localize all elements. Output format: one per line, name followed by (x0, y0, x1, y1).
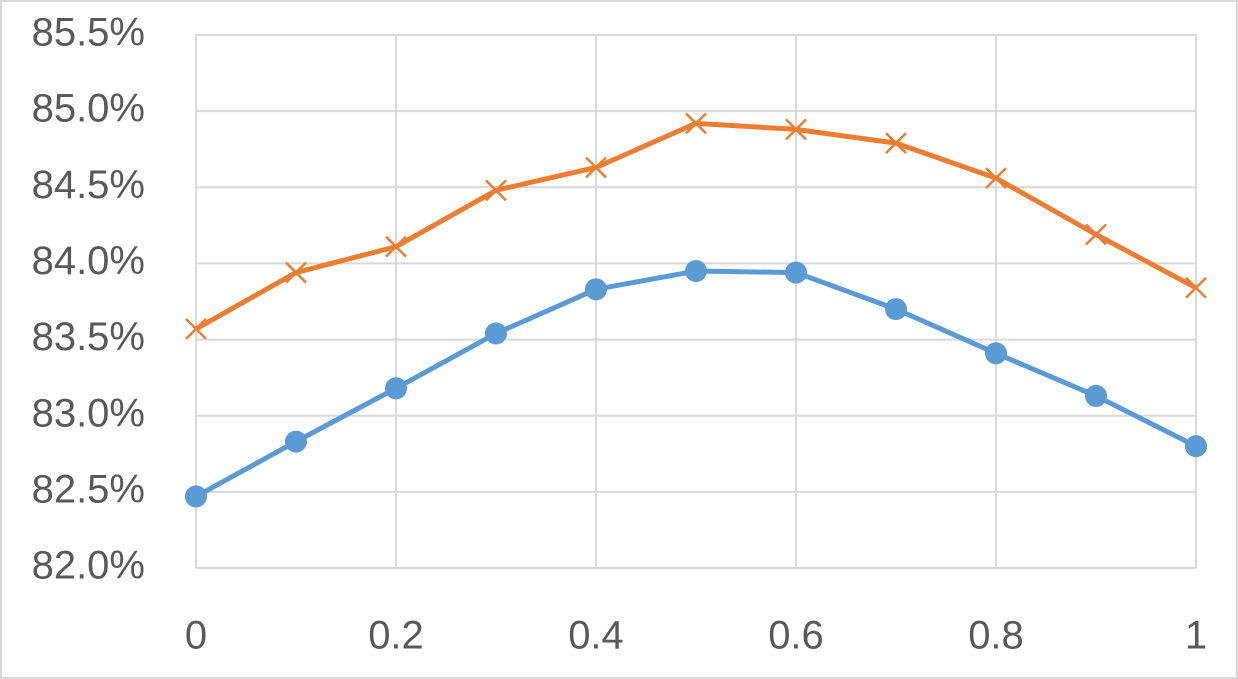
y-tick-label: 84.5% (32, 163, 145, 207)
marker (585, 156, 607, 179)
marker (685, 112, 707, 135)
marker (185, 318, 207, 340)
marker (785, 118, 807, 141)
y-tick-label: 85.0% (32, 87, 145, 131)
marker (685, 260, 707, 283)
marker (485, 322, 507, 345)
marker (985, 342, 1007, 365)
marker (385, 377, 407, 400)
y-tick-label: 83.0% (32, 391, 145, 435)
marker (285, 430, 307, 453)
y-tick-label: 82.5% (32, 467, 145, 511)
marker (585, 278, 607, 301)
marker (1085, 223, 1107, 246)
marker (885, 298, 907, 321)
x-tick-label: 0.6 (768, 614, 824, 658)
y-tick-label: 85.5% (32, 11, 145, 55)
x-tick-label: 1 (1185, 614, 1207, 658)
y-tick-label: 84.0% (32, 239, 145, 283)
marker (1085, 384, 1107, 407)
x-tick-label: 0 (185, 614, 207, 658)
marker (285, 261, 307, 284)
x-tick-label: 0.2 (368, 614, 424, 658)
marker (985, 167, 1007, 190)
marker (185, 485, 207, 508)
marker (1185, 435, 1207, 458)
x-tick-label: 0.8 (968, 614, 1024, 658)
y-tick-label: 83.5% (32, 315, 145, 359)
x-tick-label: 0.4 (568, 614, 624, 658)
marker (885, 132, 907, 155)
marker (785, 261, 807, 284)
y-tick-label: 82.0% (32, 544, 145, 588)
marker (485, 179, 507, 202)
marker (385, 235, 407, 258)
marker (1185, 276, 1207, 299)
